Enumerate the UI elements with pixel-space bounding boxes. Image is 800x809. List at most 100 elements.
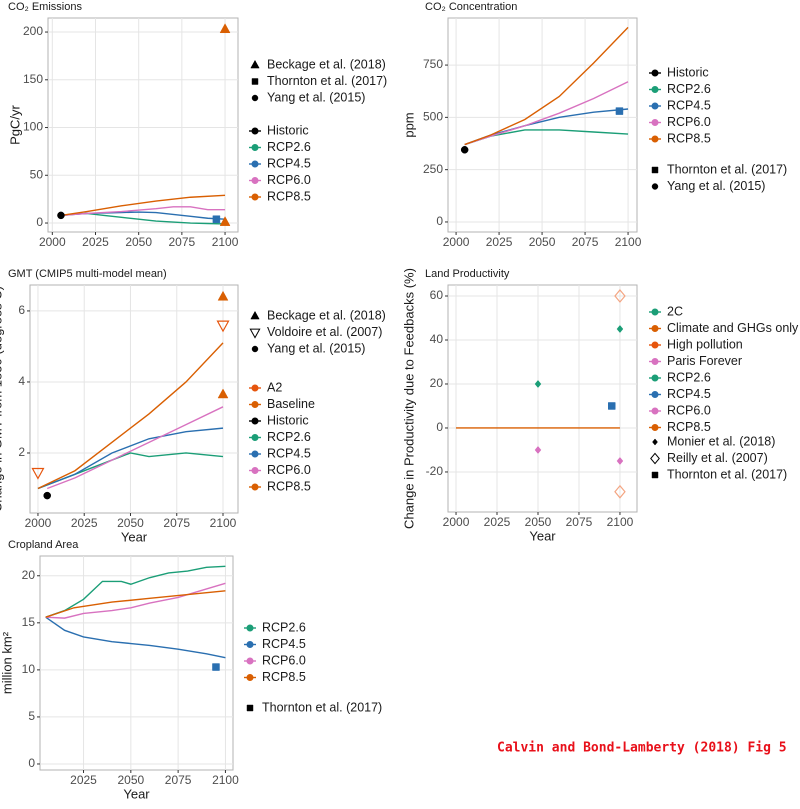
x-tick-label: 2000 (39, 235, 66, 249)
data-point (217, 290, 229, 301)
legend-dot (251, 177, 259, 184)
legend-marker (246, 704, 254, 712)
x-tick-label: 2100 (210, 516, 237, 530)
chart-title: Cropland Area (8, 539, 79, 551)
legend-dot (651, 102, 659, 110)
legend-label: RCP4.5 (267, 446, 311, 460)
data-point (616, 456, 624, 465)
legend-label: Monier et al. (2018) (667, 434, 775, 448)
x-tick-label: 2025 (71, 516, 98, 530)
x-tick-label: 2025 (70, 773, 97, 787)
legend-label: Historic (267, 123, 309, 137)
chart-title: CO₂ Emissions (8, 1, 82, 13)
data-point (614, 289, 626, 303)
legend-label: Yang et al. (2015) (667, 179, 765, 193)
legend-label: RCP2.6 (667, 82, 711, 96)
data-point (614, 484, 626, 499)
legend-label: RCP2.6 (262, 620, 306, 634)
y-tick-label: 250 (423, 162, 443, 176)
legend-label: RCP2.6 (267, 430, 311, 444)
legend-dot (251, 127, 259, 135)
legend-dot (651, 86, 659, 94)
x-tick-label: 2050 (117, 773, 144, 787)
legend-dot (251, 144, 259, 152)
y-axis-label: PgC/yr (7, 104, 22, 144)
y-tick-label: 60 (430, 288, 444, 302)
data-point (219, 23, 231, 34)
legend-label: RCP2.6 (667, 370, 711, 384)
legend-label: RCP6.0 (262, 653, 306, 667)
x-tick-label: 2025 (486, 235, 513, 249)
legend-marker (250, 310, 260, 320)
series-line (46, 406, 224, 490)
x-tick-label: 2075 (572, 235, 599, 249)
chart-title: CO₂ Concentration (425, 1, 517, 13)
legend-label: RCP8.5 (267, 189, 311, 203)
y-tick-label: -20 (426, 464, 444, 478)
legend-label: RCP8.5 (262, 670, 306, 684)
x-tick-label: 2025 (484, 515, 511, 529)
data-point (31, 467, 45, 480)
series-line (60, 206, 226, 217)
legend-label: High pollution (667, 337, 743, 351)
legend-label: RCP6.0 (667, 403, 711, 417)
data-point (212, 663, 220, 671)
x-axis-label: Year (121, 529, 148, 544)
x-tick-label: 2100 (615, 235, 642, 249)
legend-dot (251, 384, 259, 392)
series-line (45, 565, 226, 618)
legend-label: Thornton et al. (2017) (267, 74, 387, 88)
legend-label: 2C (667, 304, 683, 318)
legend-dot (246, 624, 254, 632)
x-tick-label: 2000 (25, 516, 52, 530)
y-tick-label: 2 (18, 445, 25, 459)
legend-label: Yang et al. (2015) (267, 90, 365, 104)
legend-label: Reilly et al. (2007) (667, 451, 768, 465)
y-tick-label: 200 (23, 24, 43, 38)
legend-label: Beckage et al. (2018) (267, 57, 386, 71)
series-line (45, 616, 226, 659)
x-axis-label: Year (529, 528, 556, 543)
legend-dot (651, 424, 659, 431)
data-point (43, 491, 51, 500)
plot-area (47, 17, 239, 233)
y-tick-label: 10 (22, 662, 36, 676)
series-line (464, 81, 629, 146)
legend-label: Thornton et al. (2017) (262, 700, 382, 714)
x-tick-label: 2025 (82, 235, 109, 249)
legend-dot (251, 450, 259, 458)
y-tick-label: 4 (18, 374, 25, 388)
x-tick-label: 2100 (607, 515, 634, 529)
legend-dot (651, 119, 659, 126)
x-tick-label: 2100 (212, 773, 239, 787)
legend-label: RCP4.5 (262, 637, 306, 651)
data-point (216, 320, 230, 333)
y-tick-label: 750 (423, 57, 443, 71)
legend-marker (651, 471, 659, 479)
legend-label: RCP4.5 (667, 387, 711, 401)
legend-label: Thornton et al. (2017) (667, 467, 787, 481)
legend-marker (651, 166, 659, 174)
data-point (534, 445, 542, 454)
legend-dot (651, 325, 659, 332)
legend-marker (251, 78, 259, 85)
legend-label: Thornton et al. (2017) (667, 162, 787, 176)
plot-area (39, 555, 234, 771)
y-axis-label: Change in GMT from 1850 (degrees C) (0, 286, 4, 512)
data-point (534, 379, 542, 388)
legend-label: Yang et al. (2015) (267, 341, 365, 355)
legend-marker (251, 345, 259, 353)
legend-label: RCP6.0 (667, 115, 711, 129)
legend-label: RCP8.5 (667, 131, 711, 145)
x-tick-label: 2100 (212, 235, 239, 249)
y-axis-label: million km² (0, 631, 14, 694)
legend-marker (652, 438, 658, 446)
series-line (45, 590, 226, 618)
x-tick-label: 2050 (529, 235, 556, 249)
x-tick-label: 2075 (165, 773, 192, 787)
y-tick-label: 20 (22, 568, 36, 582)
legend-label: Voldoire et al. (2007) (267, 325, 382, 339)
legend-dot (651, 69, 659, 77)
legend-label: RCP6.0 (267, 173, 311, 187)
